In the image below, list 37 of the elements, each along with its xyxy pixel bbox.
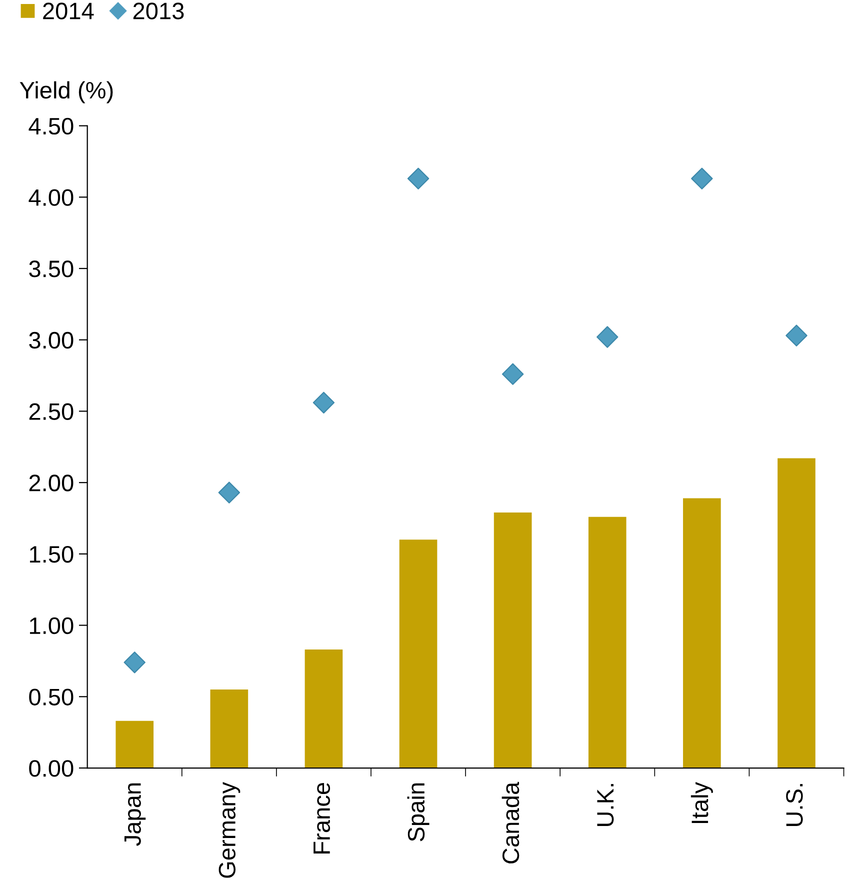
x-tick-label: U.K. <box>597 784 614 826</box>
y-tick-label: 0.50 <box>29 688 74 706</box>
y-tick-label: 0.00 <box>29 760 74 777</box>
y-tick-label: 2.50 <box>29 403 74 420</box>
point <box>218 482 240 504</box>
y-tick-label: 4.50 <box>28 118 74 135</box>
y-tick-label: 3.00 <box>29 332 74 349</box>
y-tick-label: 1.00 <box>30 617 74 634</box>
x-tick-label: Italy <box>690 782 713 824</box>
bar <box>399 540 438 768</box>
y-tick-label: 2.00 <box>29 474 74 492</box>
bar <box>304 650 343 768</box>
x-tick-label: Germany <box>218 782 240 878</box>
bar <box>683 498 721 768</box>
y-tick-label: 1.50 <box>30 546 74 563</box>
x-tick-label: U.S. <box>786 784 803 826</box>
bar <box>116 720 154 768</box>
point <box>596 326 618 348</box>
bar <box>778 458 816 768</box>
x-tick-label: Canada <box>502 782 520 864</box>
point <box>407 168 430 190</box>
point <box>312 392 335 414</box>
point <box>786 324 808 346</box>
bar <box>210 690 248 768</box>
y-tick-label: 3.50 <box>29 260 74 278</box>
point <box>124 652 146 674</box>
y-axis-title: Yield (%) <box>20 81 113 104</box>
bar <box>494 512 532 768</box>
x-tick-label: France <box>314 782 330 854</box>
y-tick-label: 4.00 <box>28 189 74 206</box>
bar <box>588 516 626 768</box>
x-tick-label: Japan <box>124 783 146 846</box>
legend-label: 2014 <box>43 2 94 20</box>
legend-label: 2013 <box>133 2 184 20</box>
x-tick-label: Spain <box>407 783 430 842</box>
point <box>502 363 524 385</box>
point <box>691 168 713 190</box>
